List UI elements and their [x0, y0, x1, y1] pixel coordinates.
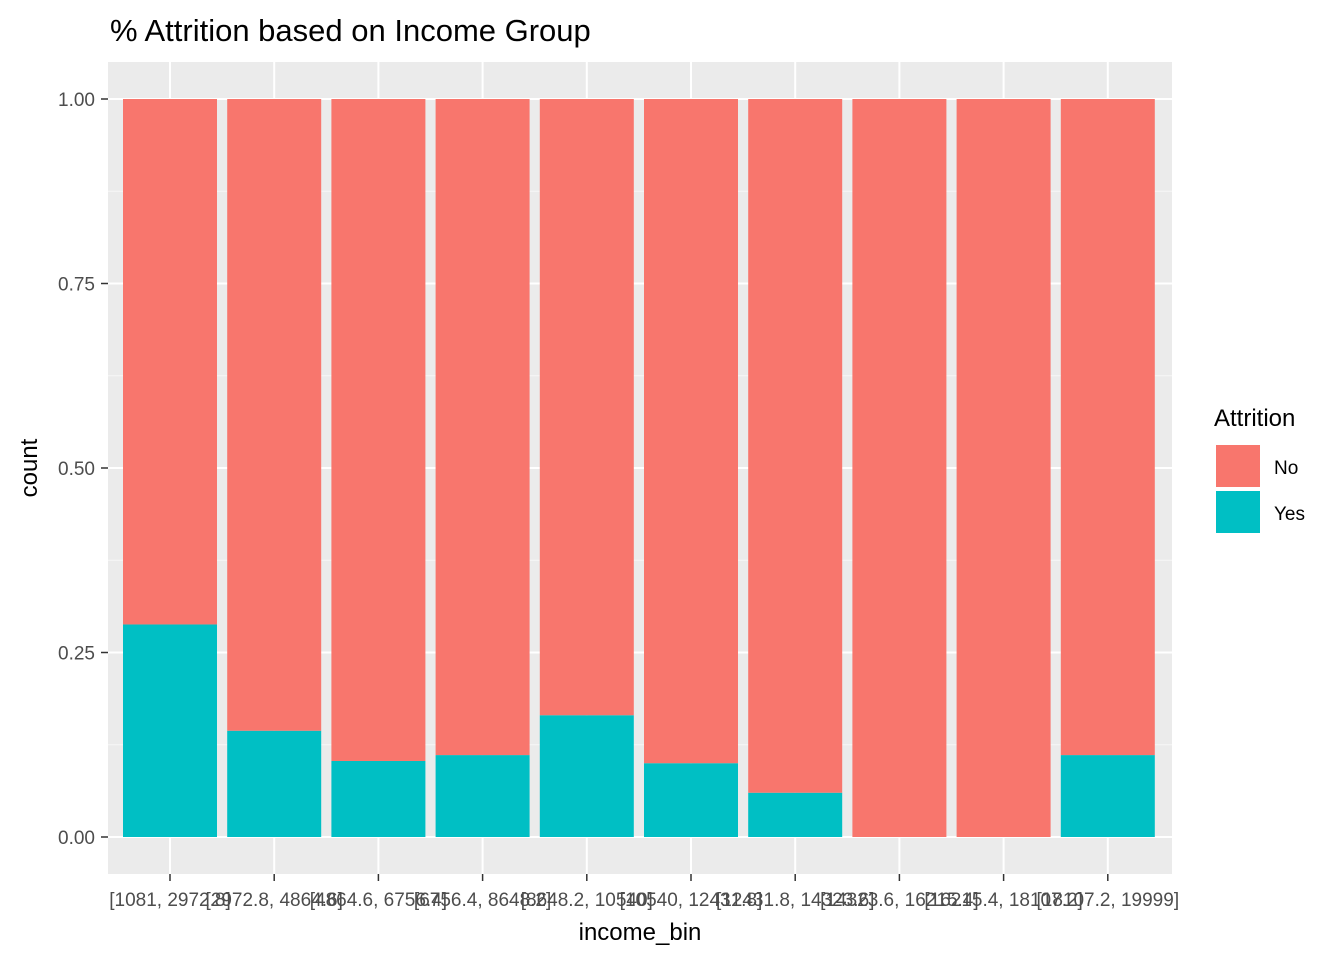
- legend-key-yes: [1216, 491, 1260, 533]
- legend-label-no: No: [1274, 458, 1298, 479]
- bar-no-4: [539, 99, 634, 716]
- legend: Attrition No Yes: [1214, 405, 1305, 533]
- x-tick-label: [4864.6, 6756.4]: [310, 890, 447, 911]
- bars: [123, 99, 1155, 837]
- bar-yes-6: [748, 792, 843, 837]
- x-tick-label: [10540, 12431.8]: [620, 890, 763, 911]
- bar-yes-2: [331, 760, 426, 837]
- x-tick-label: [16215.4, 18107.2]: [924, 890, 1082, 911]
- x-tick-label: [8648.2, 10540]: [521, 890, 653, 911]
- legend-key-no: [1216, 445, 1260, 487]
- bar-no-1: [227, 99, 322, 731]
- x-axis-title: income_bin: [579, 919, 702, 946]
- bar-no-2: [331, 99, 426, 761]
- x-tick-label: [6756.4, 8648.2]: [414, 890, 551, 911]
- legend-title: Attrition: [1214, 405, 1295, 432]
- bar-no-0: [123, 99, 217, 625]
- bar-no-8: [956, 99, 1051, 837]
- bar-yes-9: [1060, 755, 1155, 837]
- bar-no-3: [435, 99, 530, 756]
- y-tick-label: 1.00: [58, 90, 95, 111]
- legend-label-yes: Yes: [1274, 504, 1305, 525]
- y-tick-label: 0.00: [58, 828, 95, 849]
- bar-no-5: [644, 99, 738, 764]
- y-axis: 0.00 0.25 0.50 0.75 1.00: [58, 90, 108, 849]
- bar-no-7: [852, 99, 947, 837]
- y-axis-title: count: [16, 438, 43, 497]
- bar-yes-3: [435, 755, 530, 837]
- y-tick-label: 0.75: [58, 275, 95, 296]
- y-tick-label: 0.50: [58, 459, 95, 480]
- x-axis: [1081, 2972.8][2972.8, 4864.6][4864.6, 6…: [109, 874, 1179, 911]
- x-tick-label: [1081, 2972.8]: [109, 890, 231, 911]
- chart-title: % Attrition based on Income Group: [110, 13, 591, 48]
- bar-yes-4: [539, 715, 634, 837]
- bar-yes-5: [644, 763, 738, 837]
- bar-no-9: [1060, 99, 1155, 756]
- x-tick-label: [14323.6, 16215.4]: [820, 890, 978, 911]
- bar-no-6: [748, 99, 843, 793]
- bar-yes-0: [123, 624, 217, 837]
- bar-yes-1: [227, 730, 322, 837]
- x-tick-label: [12431.8, 14323.6]: [716, 890, 874, 911]
- x-tick-label: [18107.2, 19999]: [1036, 890, 1179, 911]
- x-tick-label: [2972.8, 4864.6]: [206, 890, 343, 911]
- y-tick-label: 0.25: [58, 644, 95, 665]
